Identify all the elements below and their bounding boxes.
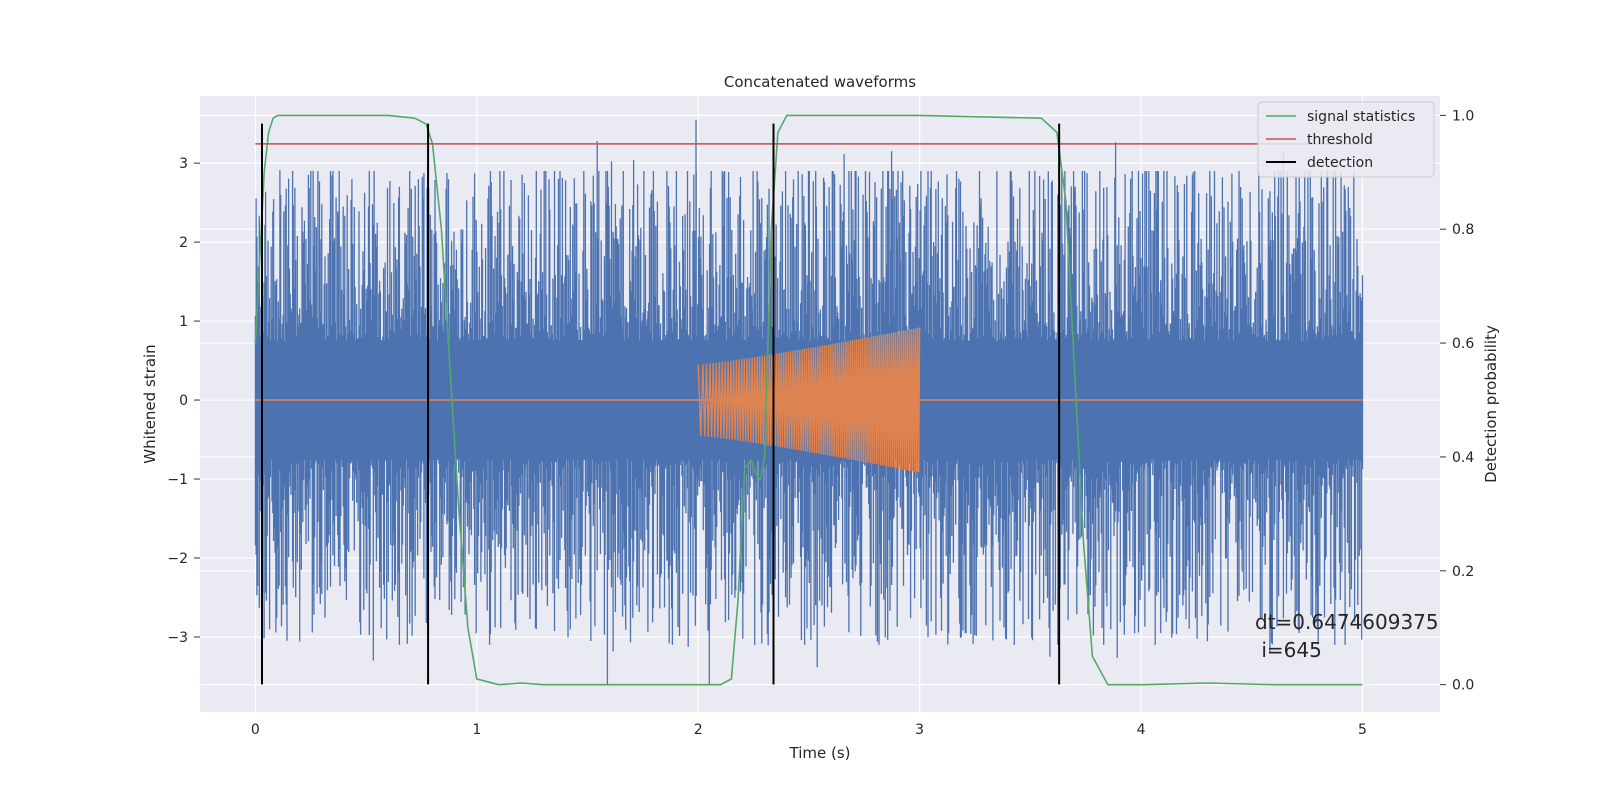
- ticks: 0 1 2 3 4 5 −3 −2 −1 0 1 2 3 0.0 0.2 0.4 0.6 0.8 1.0: [167, 108, 1474, 738]
- y-tick-label: 1: [179, 314, 188, 330]
- y2-tick-label: 0.4: [1452, 450, 1474, 466]
- x-tick-label: 4: [1137, 722, 1146, 738]
- y2-tick-label: 0.6: [1452, 336, 1474, 352]
- x-tick-label: 0: [251, 722, 260, 738]
- y2-tick-label: 0.8: [1452, 222, 1474, 238]
- signal-statistics-line: [254, 114, 1363, 686]
- x-axis-label: Time (s): [789, 744, 851, 762]
- legend: signal statistics threshold detection: [1257, 101, 1435, 178]
- x-tick-label: 3: [915, 722, 924, 738]
- chart-title: Concatenated waveforms: [724, 73, 916, 91]
- injection-chirp-line: [697, 327, 921, 473]
- y-axis-label: Whitened strain: [141, 344, 159, 463]
- y-tick-label: 2: [179, 235, 188, 251]
- x-tick-label: 1: [472, 722, 481, 738]
- legend-box: [1257, 101, 1435, 178]
- y2-tick-label: 0.0: [1452, 678, 1474, 694]
- annotation-dt: dt=0.6474609375: [1255, 610, 1439, 634]
- series-layer: [254, 114, 1364, 686]
- legend-label-detection: detection: [1307, 155, 1373, 171]
- x-tick-label: 5: [1358, 722, 1367, 738]
- x-tick-label: 2: [694, 722, 703, 738]
- y2-tick-label: 1.0: [1452, 108, 1474, 124]
- y-tick-label: −1: [167, 472, 188, 488]
- legend-label-signal-statistics: signal statistics: [1307, 109, 1415, 125]
- annotation-i: i=645: [1255, 638, 1322, 662]
- y-tick-label: 3: [179, 156, 188, 172]
- y2-axis-label: Detection probability: [1482, 325, 1500, 483]
- y-tick-label: −3: [167, 630, 188, 646]
- y-tick-label: 0: [179, 393, 188, 409]
- y-tick-label: −2: [167, 551, 188, 567]
- legend-label-threshold: threshold: [1307, 132, 1373, 148]
- y2-tick-label: 0.2: [1452, 564, 1474, 580]
